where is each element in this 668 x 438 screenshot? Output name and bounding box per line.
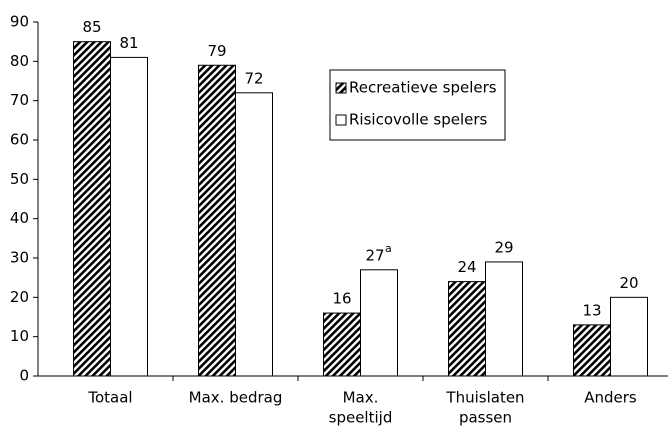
legend-swatch <box>335 82 347 94</box>
y-tick-label: 30 <box>10 249 29 267</box>
y-tick-label: 60 <box>10 131 29 149</box>
bar <box>235 92 273 377</box>
bar <box>448 281 486 377</box>
y-tick-label: 20 <box>10 288 29 306</box>
bar <box>360 269 398 377</box>
y-tick-label: 80 <box>10 52 29 70</box>
bar <box>573 324 611 377</box>
x-tick-label: Max. <box>343 389 379 407</box>
data-label: 13 <box>582 301 601 319</box>
data-label: 72 <box>244 69 263 87</box>
y-tick-label: 90 <box>10 13 29 31</box>
y-tick-label: 0 <box>19 367 29 385</box>
data-label: 81 <box>119 34 138 52</box>
y-tick-label: 40 <box>10 209 29 227</box>
legend-label: Risicovolle spelers <box>349 111 488 129</box>
data-label: 29 <box>494 238 513 256</box>
x-tick-label: speeltijd <box>329 409 393 427</box>
bar <box>198 64 236 377</box>
x-tick-label: passen <box>459 409 512 427</box>
y-tick-label: 10 <box>10 327 29 345</box>
x-tick-label: Anders <box>584 389 637 407</box>
bar <box>73 41 111 377</box>
bar <box>485 261 523 377</box>
x-tick-label: Max. bedrag <box>189 389 283 407</box>
legend-box <box>329 69 506 141</box>
x-tick-label: Totaal <box>87 389 132 407</box>
annotation: a <box>385 242 392 255</box>
legend: Recreatieve spelers Risicovolle spelers <box>329 69 506 141</box>
data-label: 24 <box>457 258 476 276</box>
y-tick-label: 70 <box>10 91 29 109</box>
bar <box>610 296 648 377</box>
data-label: 85 <box>82 18 101 36</box>
legend-swatch <box>335 114 347 126</box>
data-label: 27 <box>365 246 384 264</box>
bar <box>323 312 361 377</box>
data-label: 79 <box>207 42 226 60</box>
data-label: 16 <box>332 290 351 308</box>
bar <box>110 56 148 377</box>
legend-label: Recreatieve spelers <box>349 79 497 97</box>
data-label: 20 <box>619 274 638 292</box>
x-tick-label: Thuislaten <box>445 389 524 407</box>
y-tick-label: 50 <box>10 170 29 188</box>
